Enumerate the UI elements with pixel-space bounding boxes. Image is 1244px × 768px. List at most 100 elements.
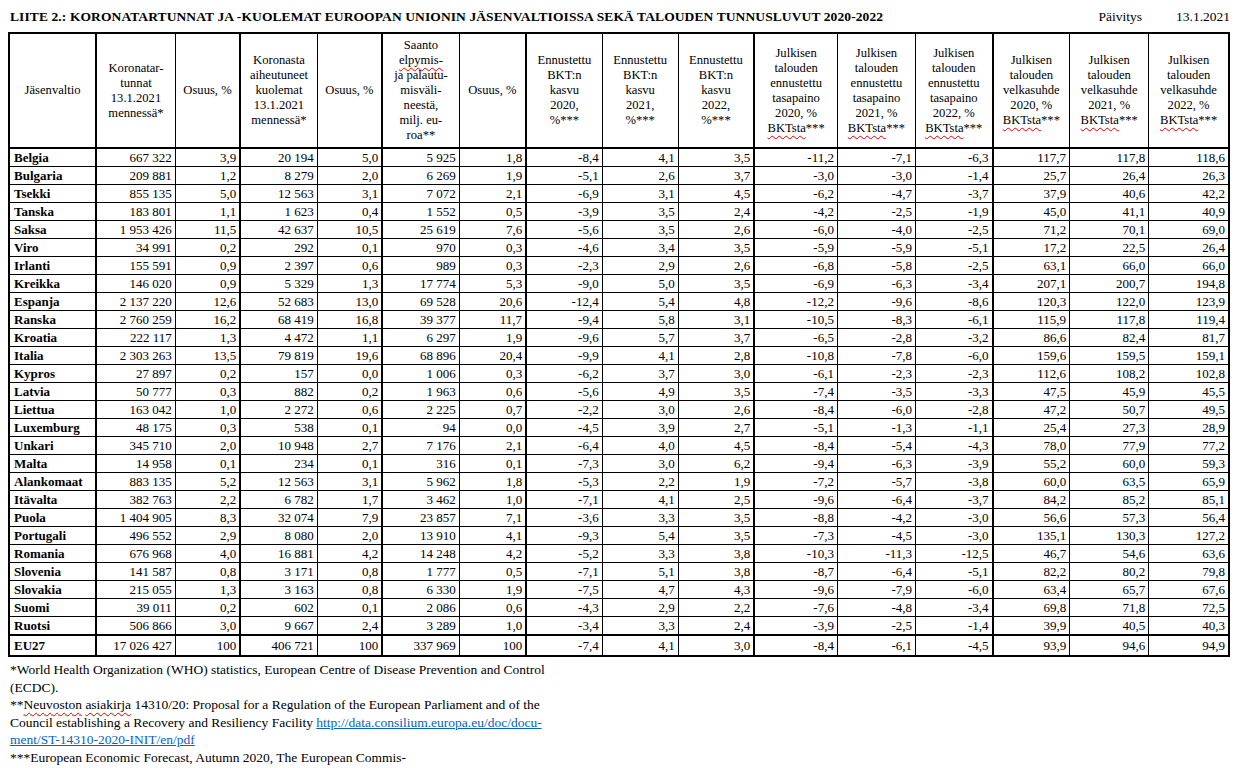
- value-cell: 2,6: [678, 221, 754, 239]
- value-cell: 883 135: [96, 473, 175, 491]
- value-cell: 86,6: [993, 329, 1070, 347]
- value-cell: -5,3: [526, 473, 602, 491]
- value-cell: 7,1: [459, 509, 526, 527]
- value-cell: 163 042: [96, 401, 175, 419]
- table-row: Romania676 9684,016 8814,214 2484,2-5,23…: [9, 545, 1229, 563]
- value-cell: 45,0: [993, 203, 1070, 221]
- consilium-link[interactable]: http://data.consilium.europa.eu/doc/docu…: [316, 715, 541, 730]
- value-cell: -12,2: [754, 293, 837, 311]
- spellcheck-word: BKTsta: [1081, 113, 1119, 127]
- value-cell: 5,0: [175, 185, 240, 203]
- value-cell: 970: [382, 239, 459, 257]
- update-info: Päivitys 13.1.2021: [1098, 9, 1230, 25]
- column-header: Ennustettu BKT:n kasvu 2021, %***: [602, 33, 678, 148]
- value-cell: 506 866: [96, 617, 175, 636]
- value-cell: 3,1: [678, 311, 754, 329]
- value-cell: -4,7: [837, 185, 915, 203]
- value-cell: 2,0: [317, 167, 382, 185]
- value-cell: 25 619: [382, 221, 459, 239]
- country-cell: Liettua: [9, 401, 96, 419]
- table-row: Liettua163 0421,02 2720,62 2250,7-2,23,0…: [9, 401, 1229, 419]
- value-cell: -2,2: [526, 401, 602, 419]
- spellcheck-word: BKTsta: [1003, 113, 1041, 127]
- table-row: Malta14 9580,12340,13160,1-7,33,06,2-9,4…: [9, 455, 1229, 473]
- value-cell: 4,0: [175, 545, 240, 563]
- value-cell: 3 462: [382, 491, 459, 509]
- value-cell: 41,1: [1070, 203, 1149, 221]
- value-cell: 79,8: [1149, 563, 1229, 581]
- country-cell: Slovakia: [9, 581, 96, 599]
- value-cell: 0,1: [459, 455, 526, 473]
- value-cell: 602: [240, 599, 317, 617]
- country-cell: Kypros: [9, 365, 96, 383]
- column-header: Jäsenvaltio: [9, 33, 96, 148]
- value-cell: 159,5: [1070, 347, 1149, 365]
- value-cell: 406 721: [240, 635, 317, 656]
- column-header: Osuus, %: [459, 33, 526, 148]
- value-cell: 1 623: [240, 203, 317, 221]
- value-cell: 63,1: [993, 257, 1070, 275]
- value-cell: 3,0: [175, 617, 240, 636]
- value-cell: 5 962: [382, 473, 459, 491]
- column-header: Julkisen talouden ennustettu tasapaino 2…: [837, 33, 915, 148]
- value-cell: 3,7: [678, 167, 754, 185]
- consilium-link-continued[interactable]: ment/ST-14310-2020-INIT/en/pdf: [10, 732, 195, 747]
- value-cell: 345 710: [96, 437, 175, 455]
- value-cell: -4,3: [526, 599, 602, 617]
- table-row: Tanska183 8011,11 6230,41 5520,5-3,93,52…: [9, 203, 1229, 221]
- value-cell: -2,8: [837, 329, 915, 347]
- country-cell: Malta: [9, 455, 96, 473]
- value-cell: 4,1: [602, 347, 678, 365]
- value-cell: 215 055: [96, 581, 175, 599]
- value-cell: -5,7: [837, 473, 915, 491]
- value-cell: -10,3: [754, 545, 837, 563]
- value-cell: 0,4: [317, 203, 382, 221]
- value-cell: 3,0: [602, 455, 678, 473]
- value-cell: 26,3: [1149, 167, 1229, 185]
- value-cell: -8,3: [837, 311, 915, 329]
- value-cell: 117,7: [993, 148, 1070, 167]
- value-cell: 117,8: [1070, 311, 1149, 329]
- value-cell: -7,6: [754, 599, 837, 617]
- value-cell: 2,7: [317, 437, 382, 455]
- value-cell: -4,6: [526, 239, 602, 257]
- value-cell: 1,3: [175, 329, 240, 347]
- value-cell: 4,5: [678, 437, 754, 455]
- value-cell: -6,2: [526, 365, 602, 383]
- country-cell: Ranska: [9, 311, 96, 329]
- value-cell: -8,7: [754, 563, 837, 581]
- value-cell: 5,0: [602, 275, 678, 293]
- value-cell: -7,1: [526, 491, 602, 509]
- table-row: Portugali496 5522,98 0802,013 9104,1-9,3…: [9, 527, 1229, 545]
- value-cell: 54,6: [1070, 545, 1149, 563]
- value-cell: 19,6: [317, 347, 382, 365]
- spellcheck-word: Neuvoston: [24, 697, 83, 712]
- value-cell: 63,4: [993, 581, 1070, 599]
- value-cell: -7,4: [754, 383, 837, 401]
- value-cell: 1,9: [678, 473, 754, 491]
- spellcheck-word: asiakirja: [85, 697, 131, 712]
- table-row: Unkari345 7102,010 9482,77 1762,1-6,44,0…: [9, 437, 1229, 455]
- value-cell: 47,5: [993, 383, 1070, 401]
- value-cell: 2,4: [678, 617, 754, 636]
- value-cell: 0,9: [175, 257, 240, 275]
- value-cell: 6 297: [382, 329, 459, 347]
- value-cell: -3,7: [916, 491, 993, 509]
- country-cell: Kroatia: [9, 329, 96, 347]
- value-cell: 0,0: [459, 419, 526, 437]
- value-cell: 85,1: [1149, 491, 1229, 509]
- value-cell: 4,8: [678, 293, 754, 311]
- value-cell: 2 303 263: [96, 347, 175, 365]
- spellcheck-word: elpymis-: [399, 53, 443, 67]
- value-cell: 118,6: [1149, 148, 1229, 167]
- country-cell: Italia: [9, 347, 96, 365]
- value-cell: 37,9: [993, 185, 1070, 203]
- table-row: Saksa1 953 42611,542 63710,525 6197,6-5,…: [9, 221, 1229, 239]
- value-cell: 42 637: [240, 221, 317, 239]
- value-cell: 57,3: [1070, 509, 1149, 527]
- value-cell: 0,3: [175, 383, 240, 401]
- value-cell: 183 801: [96, 203, 175, 221]
- value-cell: 16,8: [317, 311, 382, 329]
- value-cell: 77,2: [1149, 437, 1229, 455]
- value-cell: 8 279: [240, 167, 317, 185]
